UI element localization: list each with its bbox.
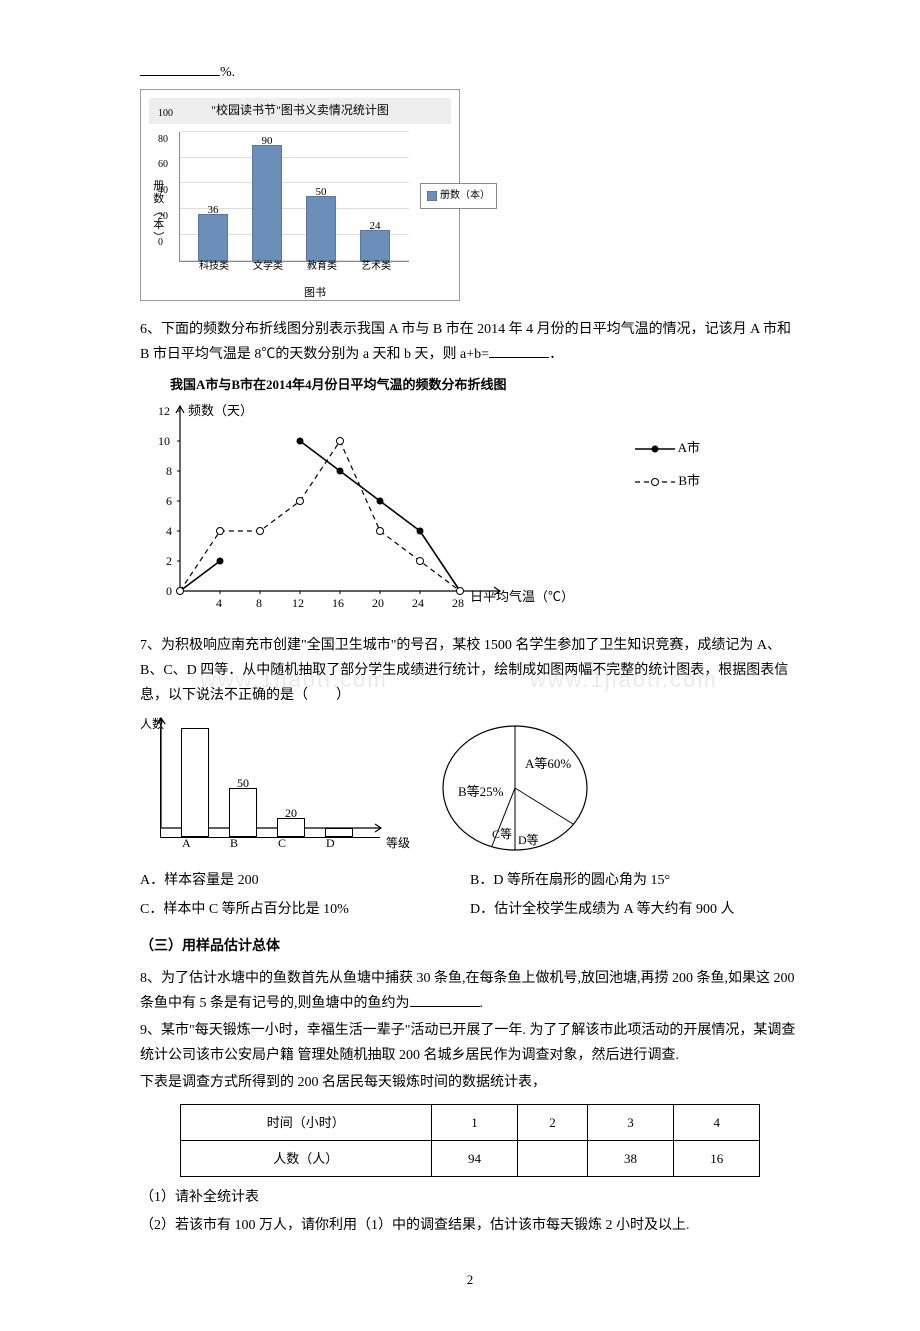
ytick: 40: [158, 182, 168, 200]
bar-d: D: [325, 828, 353, 837]
question-9-intro: 9、某市"每天锻炼一小时，幸福生活一辈子"活动已开展了一年. 为了了解该市此项活…: [140, 1018, 800, 1068]
bar-value: 20: [285, 803, 297, 825]
xtick: 教育类: [307, 258, 337, 276]
bar-value: 24: [370, 217, 381, 237]
legend-a: A市: [635, 436, 700, 459]
bar: 90文学类: [252, 145, 282, 261]
xtick: B: [230, 833, 238, 855]
section-3-title: （三）用样品估计总体: [140, 934, 800, 959]
option-a: A．样本容量是 200: [140, 868, 470, 893]
td: 16: [674, 1141, 760, 1177]
ytick: 100: [158, 105, 173, 123]
question-9-sub2: （2）若该市有 100 万人，请你利用（1）中的调查结果，估计该市每天锻炼 2 …: [140, 1213, 800, 1238]
exercise-time-table: 时间（小时） 1 2 3 4 人数（人） 94 38 16: [180, 1104, 761, 1178]
question-6-text: 6、下面的频数分布折线图分别表示我国 A 市与 B 市在 2014 年 4 月份…: [140, 317, 800, 367]
xtick: 艺术类: [361, 258, 391, 276]
xtick: 文学类: [253, 258, 283, 276]
svg-text:D等: D等: [518, 833, 539, 847]
line-chart-title: 我国A市与B市在2014年4月份日平均气温的频数分布折线图: [170, 373, 800, 396]
option-c: C．样本中 C 等所占百分比是 10%: [140, 897, 470, 922]
bar: 36科技类: [198, 214, 228, 260]
chart-title: "校园读书节"图书义卖情况统计图: [149, 98, 451, 124]
bar-value: 50: [237, 773, 249, 795]
td: 38: [587, 1141, 673, 1177]
x-axis-label: 图书: [179, 284, 451, 304]
svg-text:2: 2: [166, 554, 172, 568]
th: 3: [587, 1104, 673, 1140]
bar: 24艺术类: [360, 230, 390, 261]
bar-b: 50B: [229, 788, 257, 837]
bar-a: A: [181, 728, 209, 837]
page-number: 2: [140, 1268, 800, 1291]
bar-value: 50: [316, 183, 327, 203]
svg-text:12: 12: [292, 596, 304, 610]
th: 1: [431, 1104, 517, 1140]
td: 94: [431, 1141, 517, 1177]
svg-text:B等25%: B等25%: [458, 784, 504, 799]
xtick: D: [326, 833, 335, 855]
bar: 50教育类: [306, 196, 336, 261]
svg-text:4: 4: [166, 524, 172, 538]
svg-text:10: 10: [158, 434, 170, 448]
bar-value: 36: [208, 201, 219, 221]
td: [518, 1141, 588, 1177]
svg-text:A等60%: A等60%: [525, 756, 571, 771]
bar-plot-area: 0 20 40 60 80 100 36科技类 90文学类 50教育类 24艺术…: [179, 132, 409, 262]
q7-pie-chart: A等60% B等25% C等 D等: [430, 718, 600, 858]
svg-text:8: 8: [166, 464, 172, 478]
th: 2: [518, 1104, 588, 1140]
svg-text:20: 20: [372, 596, 384, 610]
svg-text:6: 6: [166, 494, 172, 508]
svg-text:0: 0: [166, 584, 172, 598]
option-d: D．估计全校学生成绩为 A 等大约有 900 人: [470, 897, 800, 922]
ytick: 20: [158, 208, 168, 226]
xtick: 科技类: [199, 258, 229, 276]
legend: 册数（本）: [420, 183, 497, 209]
th: 4: [674, 1104, 760, 1140]
question-7-options: A．样本容量是 200 B．D 等所在扇形的圆心角为 15° C．样本中 C 等…: [140, 868, 800, 926]
svg-text:8: 8: [256, 596, 262, 610]
books-bar-chart: "校园读书节"图书义卖情况统计图 册数（本） 0 20 40 60 80 100…: [140, 89, 460, 301]
question-7-text: 7、为积极响应南充市创建"全国卫生城市"的号召，某校 1500 名学生参加了卫生…: [140, 633, 800, 709]
legend-b: B市: [635, 469, 700, 492]
frequency-line-chart: 频数（天） 0 2 4 6 8 10 12 4 8 12 16: [140, 401, 620, 621]
xtick: A: [182, 833, 191, 855]
svg-text:12: 12: [158, 404, 170, 418]
legend: A市 B市: [635, 436, 700, 503]
bar-value: 90: [262, 132, 273, 152]
question-9-table-intro: 下表是调查方式所得到的 200 名居民每天锻炼时间的数据统计表，: [140, 1070, 800, 1095]
option-b: B．D 等所在扇形的圆心角为 15°: [470, 868, 800, 893]
svg-text:28: 28: [452, 596, 464, 610]
ytick: 60: [158, 156, 168, 174]
ytick: 0: [158, 234, 163, 252]
svg-text:24: 24: [412, 596, 424, 610]
svg-text:4: 4: [216, 596, 222, 610]
svg-text:16: 16: [332, 596, 344, 610]
question-9-sub1: （1）请补全统计表: [140, 1185, 800, 1210]
svg-text:C等: C等: [492, 827, 512, 841]
fill-blank-percent: %.: [140, 60, 800, 85]
td: 人数（人）: [180, 1141, 431, 1177]
xtick: C: [278, 833, 286, 855]
x-axis-label: 日平均气温（℃）: [470, 585, 574, 608]
ytick: 80: [158, 131, 168, 149]
question-8-text: 8、为了估计水塘中的鱼数首先从鱼塘中捕获 30 条鱼,在每条鱼上做机号,放回池塘…: [140, 966, 800, 1016]
x-axis-label: 等级: [386, 833, 410, 855]
bar-c: 20C: [277, 818, 305, 838]
q7-bar-chart: 人数 A 50B 20C D 等级: [140, 718, 400, 858]
th: 时间（小时）: [180, 1104, 431, 1140]
